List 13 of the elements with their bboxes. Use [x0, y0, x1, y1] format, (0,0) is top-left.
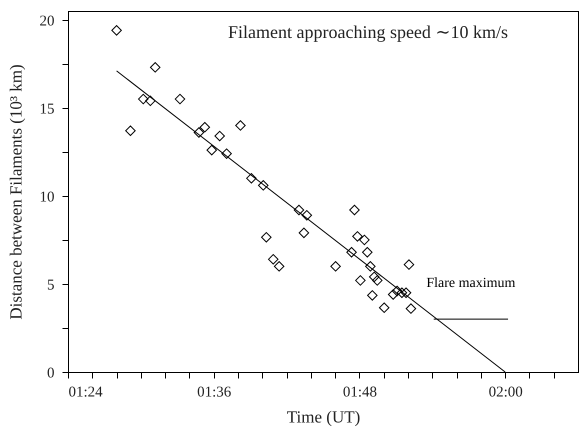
y-tick-label: 20	[40, 13, 54, 30]
annotation: Filament approaching speed ∼10 km/s	[228, 22, 508, 42]
x-tick-label: 01:48	[342, 384, 378, 400]
y-tick-label: 5	[47, 277, 54, 294]
x-axis-title: Time (UT)	[286, 408, 360, 426]
text: Flare maximum	[426, 276, 516, 292]
y-tick-label: 15	[40, 101, 54, 118]
x-tick-label: 01:36	[197, 384, 232, 400]
y-tick-label: 10	[40, 189, 54, 206]
x-tick-label: 02:00	[488, 384, 523, 400]
x-tick-label: 01:24	[68, 384, 104, 400]
y-axis-title: Distance between Filaments (10³ km)	[6, 64, 26, 320]
y-tick-label: 0	[47, 366, 54, 382]
